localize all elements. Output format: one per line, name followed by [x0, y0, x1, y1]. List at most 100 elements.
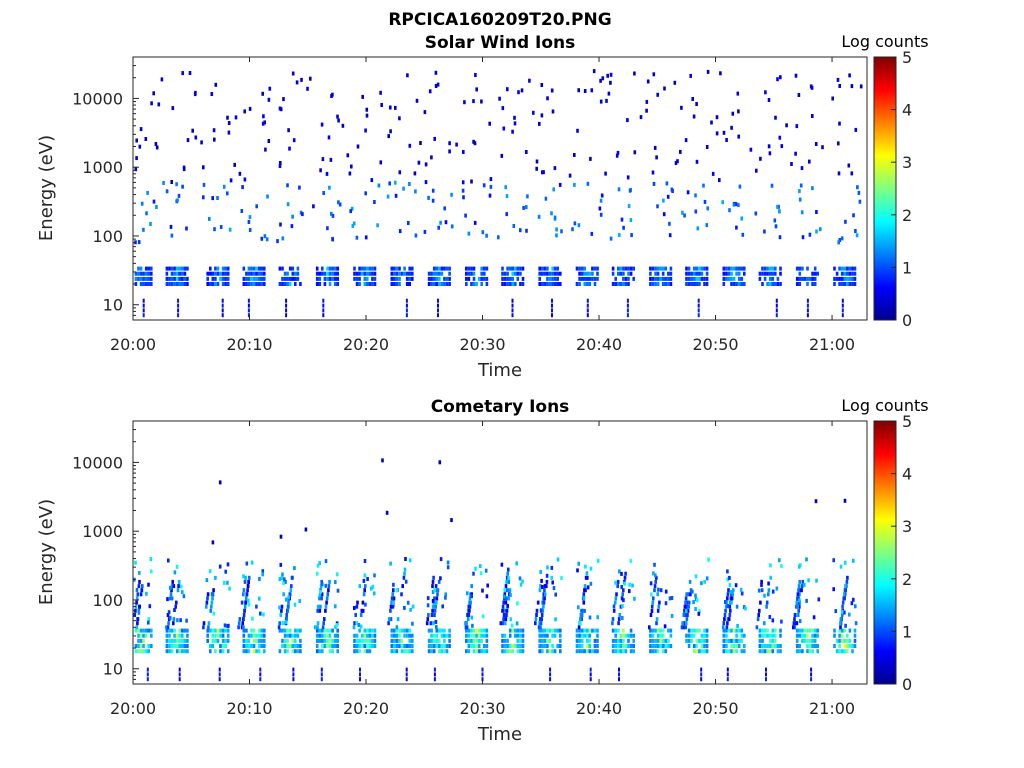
- heatmap-cell: [134, 560, 137, 565]
- heatmap-cell: [281, 282, 284, 286]
- heatmap-cell: [385, 510, 389, 515]
- heatmap-cell: [725, 276, 728, 281]
- heatmap-cell: [391, 601, 395, 605]
- heatmap-cell: [504, 600, 508, 605]
- heatmap-cell: [669, 282, 673, 286]
- heatmap-cell: [360, 644, 364, 648]
- heatmap-cell: [257, 628, 261, 633]
- heatmap-cell: [568, 173, 572, 178]
- heatmap-cell: [618, 672, 620, 677]
- heatmap-cell: [700, 638, 704, 643]
- heatmap-cell: [541, 282, 544, 286]
- heatmap-cell: [705, 576, 709, 581]
- heatmap-cell: [380, 103, 383, 107]
- heatmap-cell: [323, 628, 327, 633]
- heatmap-cell: [242, 625, 245, 630]
- heatmap-cell: [801, 633, 804, 638]
- heatmap-cell: [282, 592, 285, 597]
- heatmap-cell: [616, 150, 620, 155]
- heatmap-cell: [470, 594, 473, 599]
- heatmap-cell: [580, 633, 584, 638]
- heatmap-cell: [260, 628, 264, 633]
- heatmap-cell: [540, 83, 544, 87]
- heatmap-cell: [365, 113, 369, 118]
- heatmap-cell: [144, 137, 148, 141]
- heatmap-cell: [703, 644, 706, 648]
- heatmap-cell: [278, 628, 282, 633]
- heatmap-cell: [690, 282, 693, 286]
- heatmap-cell: [468, 596, 472, 601]
- heatmap-cell: [480, 628, 483, 633]
- heatmap-cell: [259, 677, 262, 682]
- heatmap-cell: [629, 271, 633, 276]
- heatmap-cell: [515, 621, 519, 626]
- heatmap-cell: [144, 282, 148, 286]
- heatmap-cell: [703, 633, 706, 638]
- heatmap-cell: [292, 672, 295, 677]
- heatmap-cell: [465, 276, 468, 281]
- heatmap-cell: [400, 271, 404, 276]
- heatmap-cell: [575, 644, 579, 648]
- heatmap-cell: [618, 667, 620, 672]
- heatmap-cell: [703, 199, 707, 204]
- heatmap-cell: [511, 282, 514, 286]
- heatmap-cell: [286, 608, 290, 613]
- heatmap-cell: [504, 584, 508, 589]
- heatmap-cell: [242, 617, 245, 622]
- heatmap-cell: [181, 266, 184, 271]
- heatmap-cell: [291, 214, 294, 219]
- heatmap-cell: [373, 276, 377, 281]
- heatmap-cell: [510, 623, 514, 628]
- heatmap-cell: [226, 271, 230, 276]
- heatmap-cell: [651, 266, 655, 271]
- heatmap-cell: [221, 303, 224, 308]
- heatmap-cell: [806, 298, 809, 303]
- heatmap-cell: [408, 143, 412, 148]
- heatmap-cell: [656, 638, 660, 643]
- heatmap-cell: [433, 677, 436, 682]
- heatmap-cell: [237, 625, 240, 630]
- heatmap-cell: [848, 638, 852, 643]
- heatmap-cell: [150, 271, 153, 276]
- heatmap-cell: [840, 282, 844, 286]
- heatmap-cell: [837, 171, 841, 176]
- heatmap-cell: [779, 282, 782, 286]
- heatmap-cell: [328, 266, 332, 271]
- heatmap-cell: [538, 121, 541, 126]
- heatmap-cell: [771, 271, 775, 276]
- heatmap-cell: [393, 638, 396, 643]
- heatmap-cell: [778, 135, 782, 140]
- heatmap-cell: [364, 584, 367, 589]
- heatmap-cell: [395, 625, 399, 630]
- heatmap-cell: [580, 276, 584, 281]
- heatmap-cell: [780, 619, 783, 624]
- heatmap-cell: [684, 625, 687, 630]
- heatmap-cell: [586, 271, 589, 276]
- heatmap-cell: [353, 638, 356, 643]
- heatmap-cell: [729, 608, 732, 613]
- heatmap-cell: [175, 644, 179, 648]
- heatmap-cell: [371, 628, 374, 633]
- heatmap-cell: [293, 602, 297, 607]
- heatmap-cell: [656, 628, 660, 633]
- heatmap-cell: [685, 276, 688, 281]
- heatmap-cell: [654, 649, 657, 654]
- heatmap-cell: [244, 600, 247, 605]
- heatmap-cell: [170, 271, 174, 276]
- heatmap-cell: [629, 218, 633, 223]
- heatmap-cell: [511, 298, 514, 303]
- heatmap-cell: [614, 282, 617, 286]
- heatmap-cell: [216, 638, 220, 643]
- heatmap-cell: [843, 610, 846, 615]
- heatmap-cell: [797, 584, 801, 589]
- heatmap-cell: [813, 266, 817, 271]
- heatmap-cell: [553, 215, 557, 220]
- heatmap-cell: [627, 282, 630, 286]
- heatmap-cell: [768, 644, 772, 648]
- colorbar-tick-label: 2: [902, 206, 912, 225]
- heatmap-cell: [426, 603, 430, 608]
- heatmap-cell: [853, 628, 857, 633]
- heatmap-cell: [395, 628, 399, 633]
- heatmap-cell: [444, 220, 448, 225]
- heatmap-cell: [216, 628, 220, 633]
